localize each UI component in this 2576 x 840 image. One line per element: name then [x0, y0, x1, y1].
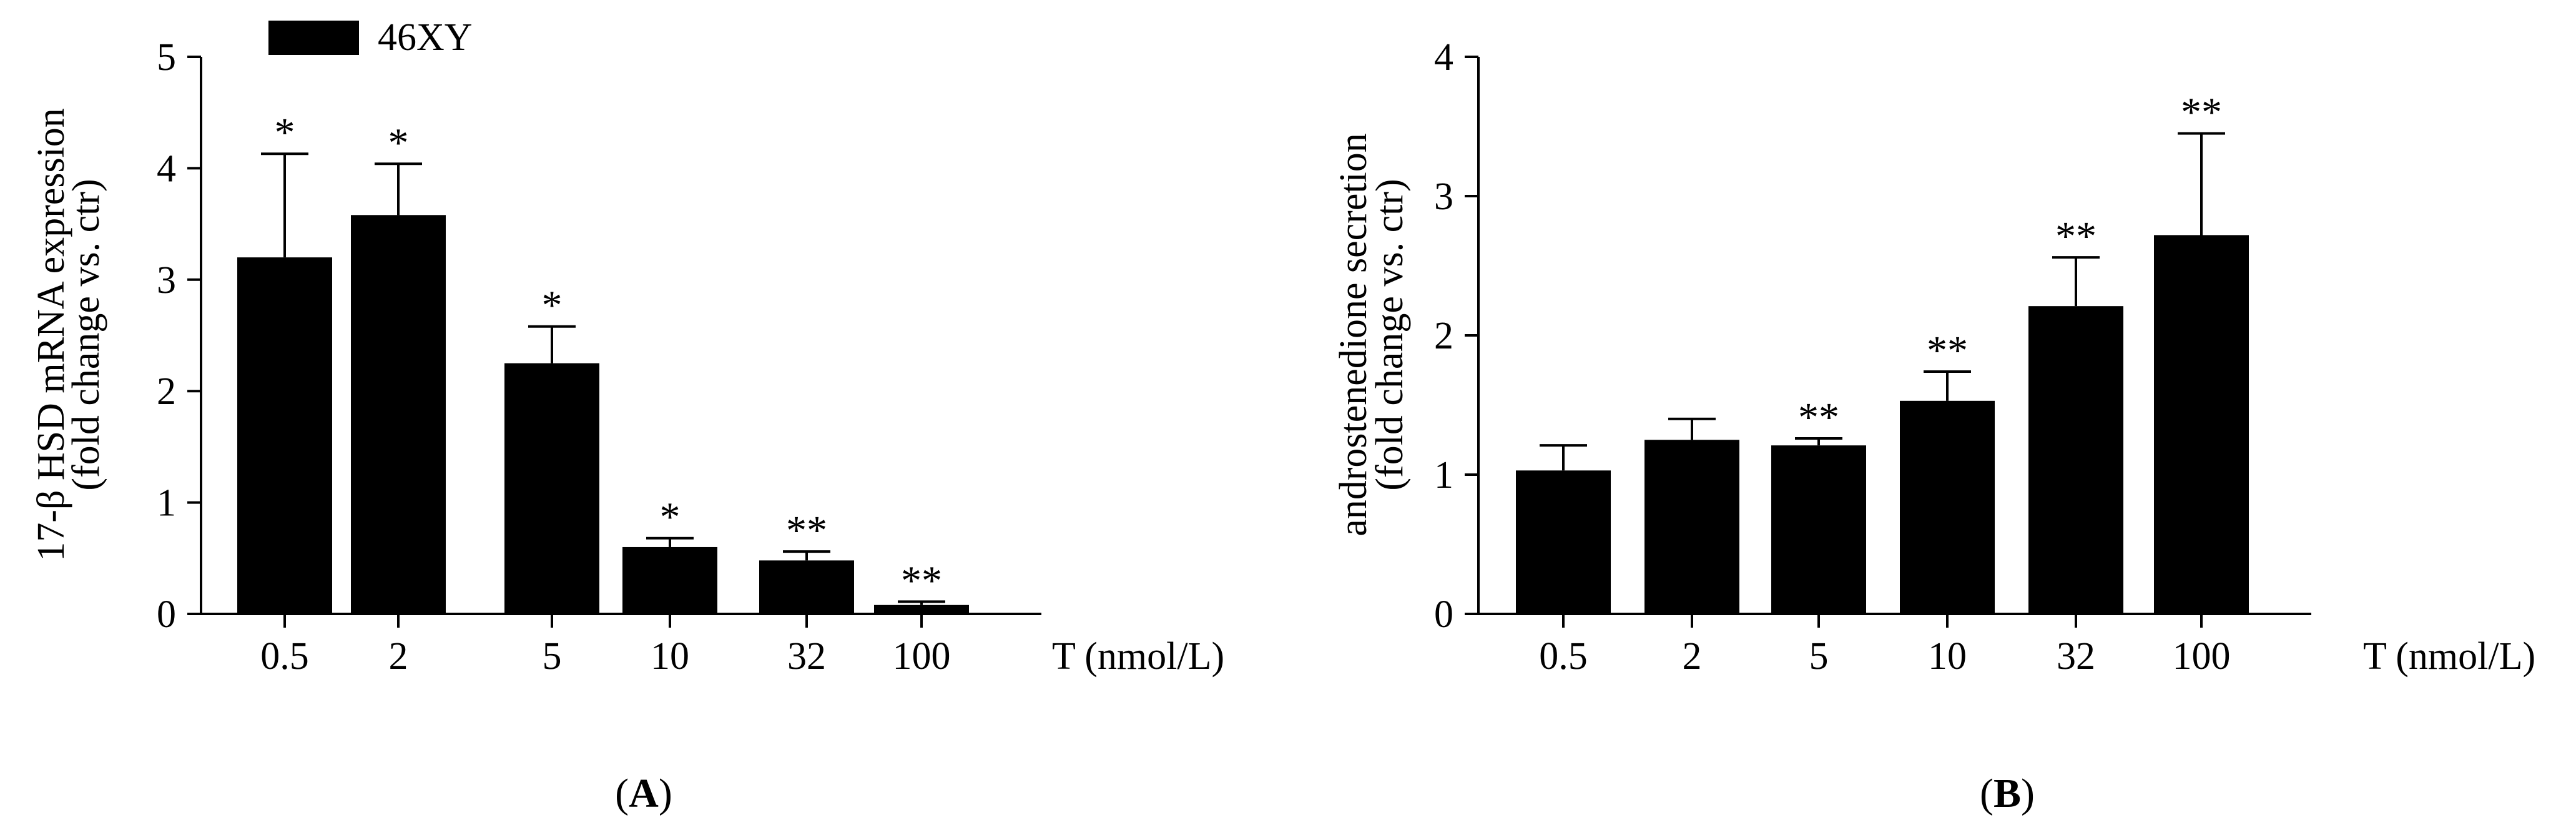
- panel-label: (B): [1980, 771, 2035, 816]
- y-tick-label: 0: [157, 593, 176, 636]
- x-tick-label: 100: [893, 635, 951, 678]
- bar: [759, 560, 854, 614]
- x-tick-label: 5: [1809, 635, 1829, 678]
- bar: [237, 257, 332, 614]
- bar: [504, 363, 599, 614]
- y-tick-label: 3: [1434, 175, 1453, 218]
- bar: [1900, 400, 1995, 614]
- y-tick-label: 1: [157, 482, 176, 525]
- x-tick-label: 0.5: [260, 635, 309, 678]
- panel-a-chart: 0 1 2 3 4 5 0.5 * 2 * 5 * 10 * 32 ** 100 ** T (nmol/L) 17-β…: [30, 16, 1224, 816]
- bar: [1516, 470, 1611, 614]
- significance-marker: *: [388, 120, 409, 166]
- significance-marker: **: [2055, 214, 2097, 259]
- bar: [2154, 235, 2249, 614]
- y-tick-label: 5: [157, 36, 176, 79]
- x-tick-label: 2: [1683, 635, 1702, 678]
- legend-swatch: [268, 21, 359, 55]
- y-tick-label: 4: [1434, 36, 1453, 79]
- y-tick-label: 4: [157, 147, 176, 190]
- significance-marker: **: [1798, 395, 1839, 440]
- x-axis-title: T (nmol/L): [1052, 635, 1224, 678]
- x-tick-label: 10: [651, 635, 689, 678]
- x-tick-label: 5: [543, 635, 562, 678]
- y-axis-title-line2: (fold change vs. ctr): [1369, 179, 1411, 490]
- x-tick-label: 32: [2057, 635, 2095, 678]
- significance-marker: **: [2181, 90, 2222, 136]
- x-tick-label: 0.5: [1539, 635, 1588, 678]
- significance-marker: *: [660, 495, 681, 540]
- legend-label: 46XY: [378, 16, 473, 59]
- x-tick-label: 10: [1928, 635, 1967, 678]
- bar: [874, 605, 969, 614]
- significance-marker: *: [542, 283, 563, 329]
- x-tick-label: 100: [2173, 635, 2231, 678]
- y-tick-label: 2: [1434, 315, 1453, 357]
- x-tick-label: 32: [787, 635, 826, 678]
- significance-marker: **: [901, 558, 942, 603]
- panel-b-chart: 0 1 2 3 4 0.5 2 5 ** 10 ** 32 ** 100 ** T (nmol/L) andro…: [1332, 36, 2535, 816]
- y-axis-title-line1: androstenedione secretion: [1332, 133, 1375, 536]
- y-tick-label: 0: [1434, 593, 1453, 636]
- y-tick-label: 1: [1434, 454, 1453, 497]
- panel-letter: A: [629, 771, 659, 816]
- panel-label: (A): [615, 771, 672, 816]
- bar: [351, 215, 446, 614]
- bar: [622, 546, 717, 614]
- y-axis-title-line1: 17-β HSD mRNA expression: [30, 108, 72, 561]
- panel-letter: B: [1993, 771, 2021, 816]
- y-tick-label: 3: [157, 259, 176, 302]
- y-tick-label: 2: [157, 370, 176, 413]
- bar: [2028, 306, 2123, 614]
- x-axis-title: T (nmol/L): [2363, 635, 2535, 678]
- x-tick-label: 2: [389, 635, 408, 678]
- significance-marker: **: [1927, 328, 1968, 373]
- y-axis-title-line2: (fold change vs. ctr): [65, 179, 107, 490]
- significance-marker: *: [275, 110, 295, 156]
- bar: [1771, 445, 1866, 614]
- bar: [1644, 440, 1739, 614]
- significance-marker: **: [786, 508, 827, 553]
